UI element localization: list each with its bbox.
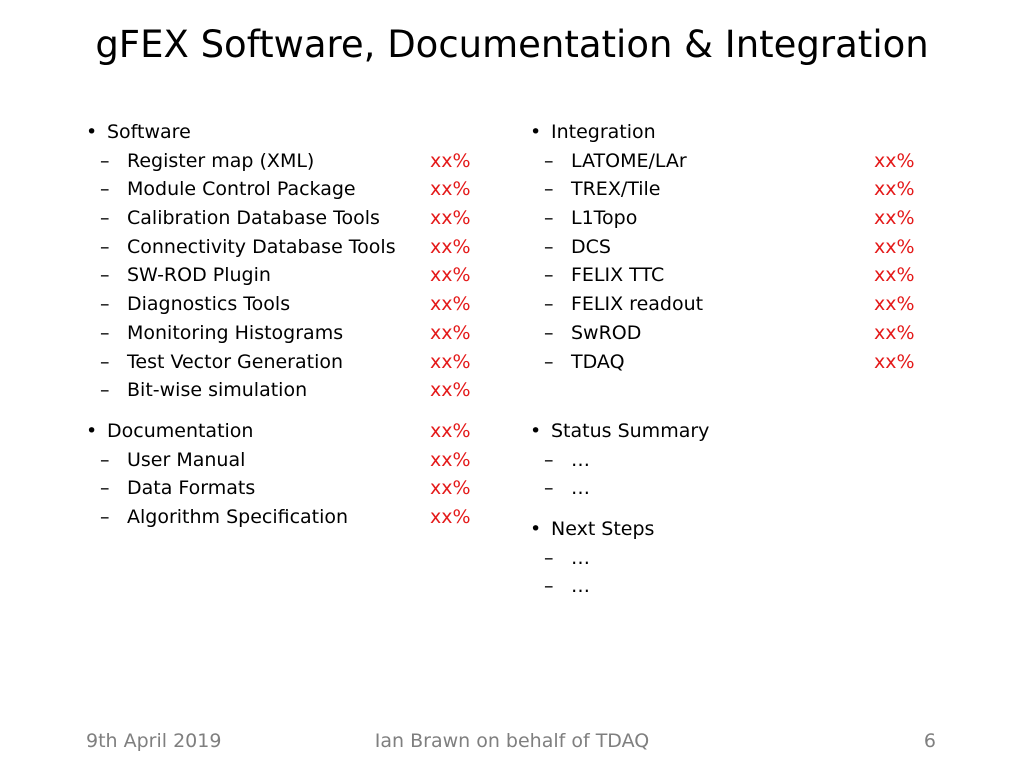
status-value: xx% bbox=[874, 321, 915, 344]
item-label: TREX/Tile bbox=[571, 178, 661, 201]
status-value: xx% bbox=[874, 235, 915, 258]
status-value: xx% bbox=[430, 477, 471, 500]
item-label: DCS bbox=[571, 235, 611, 258]
list-item: – FELIX readout xx% bbox=[530, 290, 930, 319]
list-item: – L1Topo xx% bbox=[530, 204, 930, 233]
status-value: xx% bbox=[430, 321, 471, 344]
section-label: Status Summary bbox=[551, 419, 710, 442]
footer-author: Ian Brawn on behalf of TDAQ bbox=[374, 730, 650, 752]
section-label: Documentation bbox=[107, 419, 254, 442]
list-item: – SwROD xx% bbox=[530, 319, 930, 348]
item-label: L1Topo bbox=[571, 207, 638, 230]
list-item: – Monitoring Histograms xx% bbox=[86, 319, 486, 348]
list-item: – SW-ROD Plugin xx% bbox=[86, 261, 486, 290]
item-label: … bbox=[571, 546, 590, 569]
bullet-icon: • bbox=[86, 121, 98, 143]
status-value: xx% bbox=[874, 264, 915, 287]
list-item: – LATOME/LAr xx% bbox=[530, 147, 930, 176]
bullet-icon: • bbox=[86, 419, 98, 442]
item-label: Module Control Package bbox=[127, 178, 356, 201]
item-label: SwROD bbox=[571, 321, 642, 344]
status-value: xx% bbox=[874, 207, 915, 230]
section-label: Integration bbox=[551, 121, 656, 143]
item-label: Connectivity Database Tools bbox=[127, 235, 396, 258]
list-item: – FELIX TTC xx% bbox=[530, 261, 930, 290]
status-value: xx% bbox=[430, 264, 471, 287]
status-value: xx% bbox=[430, 448, 471, 471]
status-value: xx% bbox=[430, 505, 471, 528]
item-label: Algorithm Specification bbox=[127, 505, 349, 528]
list-item: – Connectivity Database Tools xx% bbox=[86, 233, 486, 262]
status-value: xx% bbox=[430, 235, 471, 258]
list-item: – Data Formats xx% bbox=[86, 474, 486, 503]
list-item: – Register map (XML) xx% bbox=[86, 147, 486, 176]
status-value: xx% bbox=[874, 149, 915, 172]
list-item: –… bbox=[530, 446, 930, 475]
item-label: LATOME/LAr bbox=[571, 149, 687, 172]
list-item: – Algorithm Specification xx% bbox=[86, 503, 486, 532]
section-label: Software bbox=[107, 121, 191, 143]
status-value: xx% bbox=[874, 178, 915, 201]
status-value: xx% bbox=[874, 293, 915, 316]
status-value: xx% bbox=[430, 178, 471, 201]
list-item: – TDAQ xx% bbox=[530, 348, 930, 377]
item-label: Bit-wise simulation bbox=[127, 379, 308, 402]
list-item: – Calibration Database Tools xx% bbox=[86, 204, 486, 233]
bullet-icon: • bbox=[530, 121, 542, 143]
item-label: … bbox=[571, 448, 590, 471]
item-label: Calibration Database Tools bbox=[127, 207, 380, 230]
list-item: – Bit-wise simulation xx% bbox=[86, 376, 486, 405]
item-label: … bbox=[571, 575, 590, 598]
item-label: FELIX TTC bbox=[571, 264, 665, 287]
list-item: – Module Control Package xx% bbox=[86, 175, 486, 204]
list-item: – DCS xx% bbox=[530, 233, 930, 262]
status-value: xx% bbox=[430, 350, 471, 373]
status-value: xx% bbox=[430, 419, 471, 442]
list-item: – Diagnostics Tools xx% bbox=[86, 290, 486, 319]
status-value: xx% bbox=[430, 149, 471, 172]
item-label: FELIX readout bbox=[571, 293, 704, 316]
section-software: • Software bbox=[86, 118, 486, 147]
list-item: –… bbox=[530, 474, 930, 503]
page-number: 6 bbox=[923, 730, 936, 752]
footer-date: 9th April 2019 bbox=[86, 730, 222, 752]
item-label: SW-ROD Plugin bbox=[127, 264, 271, 287]
slide-title: gFEX Software, Documentation & Integrati… bbox=[95, 23, 929, 66]
item-label: User Manual bbox=[127, 448, 246, 471]
item-label: Test Vector Generation bbox=[127, 350, 344, 373]
section-status-summary: • Status Summary bbox=[530, 417, 930, 446]
item-label: Register map (XML) bbox=[127, 149, 315, 172]
status-value: xx% bbox=[430, 379, 471, 402]
right-column: • Integration – LATOME/LAr xx% – TREX/Tile x… bbox=[530, 118, 930, 601]
status-value: xx% bbox=[430, 207, 471, 230]
item-label: Data Formats bbox=[127, 477, 256, 500]
item-label: … bbox=[571, 477, 590, 500]
list-item: –… bbox=[530, 572, 930, 601]
item-label: Monitoring Histograms bbox=[127, 321, 344, 344]
status-value: xx% bbox=[874, 350, 915, 373]
status-value: xx% bbox=[430, 293, 471, 316]
section-documentation: • Documentation xx% bbox=[86, 417, 486, 446]
list-item: –… bbox=[530, 544, 930, 573]
item-label: TDAQ bbox=[571, 350, 625, 373]
list-item: – User Manual xx% bbox=[86, 446, 486, 475]
section-integration: • Integration bbox=[530, 118, 930, 147]
bullet-icon: • bbox=[530, 419, 542, 442]
section-next-steps: • Next Steps bbox=[530, 515, 930, 544]
section-label: Next Steps bbox=[551, 517, 655, 540]
bullet-icon: • bbox=[530, 517, 542, 540]
left-column: • Software – Register map (XML) xx% – Modul… bbox=[86, 118, 486, 532]
list-item: – TREX/Tile xx% bbox=[530, 175, 930, 204]
list-item: – Test Vector Generation xx% bbox=[86, 348, 486, 377]
item-label: Diagnostics Tools bbox=[127, 293, 291, 316]
